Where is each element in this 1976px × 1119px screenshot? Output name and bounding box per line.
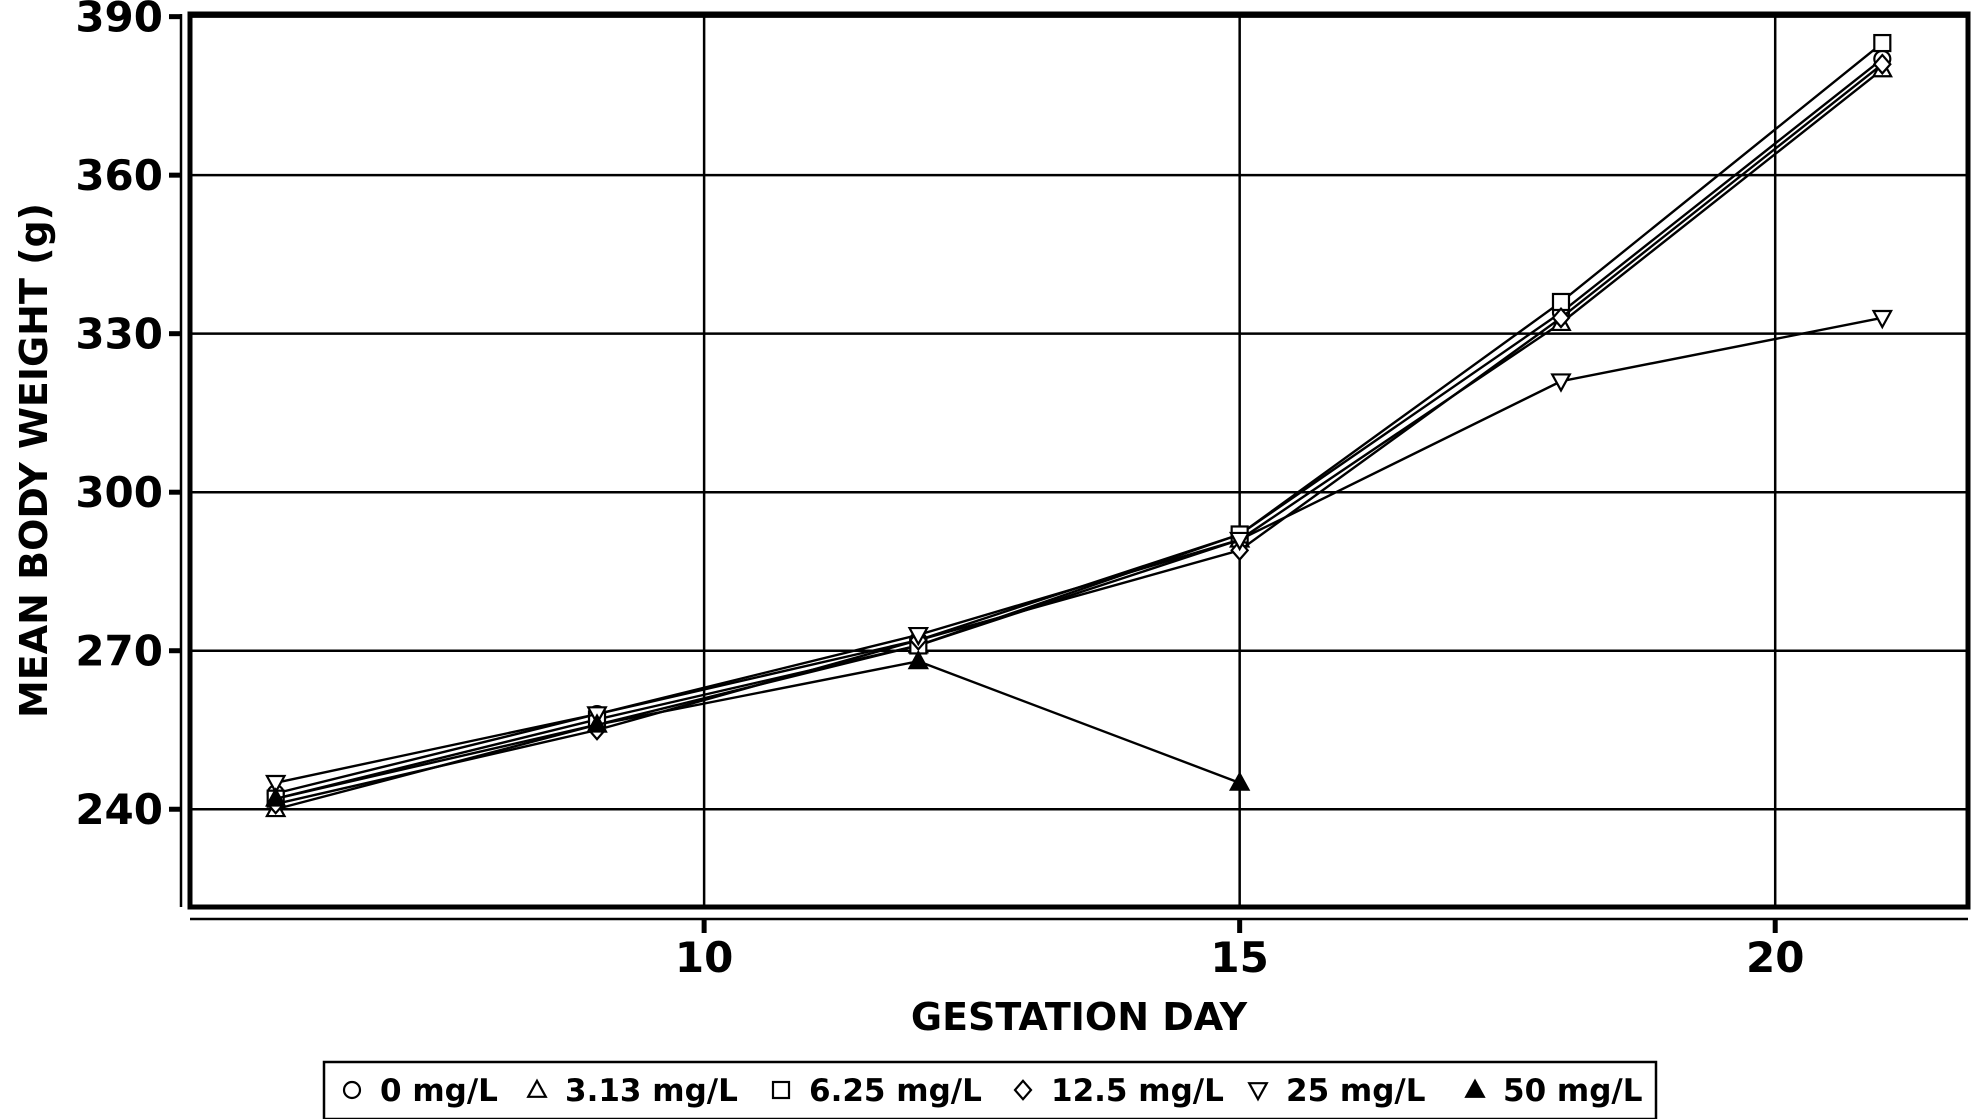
legend-marker: [526, 1078, 548, 1098]
legend-entry: 6.25 mg/L: [771, 1073, 982, 1109]
legend-entry: 0 mg/L: [342, 1073, 498, 1109]
legend-marker: [342, 1080, 362, 1100]
y-tick-label: 240: [75, 785, 163, 834]
x-axis-label: GESTATION DAY: [911, 995, 1248, 1039]
series-6: [265, 649, 1251, 807]
y-tick-label: 270: [75, 627, 163, 676]
legend-box: [322, 1060, 1658, 1119]
data-point: [1229, 531, 1251, 552]
data-point: [1229, 771, 1251, 791]
data-point: [265, 787, 287, 807]
legend: 0 mg/L 3.13 mg/L 6.25 mg/L 12.5 mg/L 25 mg/L…: [322, 1060, 1658, 1119]
x-tick-label: 10: [675, 933, 733, 982]
legend-label: 50 mg/L: [1503, 1073, 1643, 1109]
legend-label: 25 mg/L: [1286, 1073, 1426, 1109]
series-line: [275, 57, 1884, 795]
legend-entry: 12.5 mg/L: [1013, 1073, 1224, 1109]
data-point: [1873, 33, 1892, 53]
y-tick-label: 330: [75, 310, 163, 359]
legend-marker: [1013, 1079, 1033, 1101]
data-point: [265, 774, 287, 795]
series-line: [275, 316, 1883, 784]
data-point: [1872, 53, 1892, 76]
legend-entry: 50 mg/L: [1464, 1073, 1643, 1109]
series-2: [265, 57, 1893, 818]
legend-label: 3.13 mg/L: [565, 1073, 738, 1109]
ticks: 240 270 300 330 360 390 10 15 20: [75, 0, 1804, 982]
series-line: [275, 63, 1884, 806]
legend-marker: [1247, 1082, 1269, 1102]
y-tick-label: 390: [75, 0, 163, 42]
data-point: [907, 626, 929, 647]
legend-marker: [771, 1080, 791, 1100]
series-1: [266, 49, 1892, 803]
series-line: [275, 68, 1884, 811]
axes: [179, 14, 1968, 921]
legend-label: 0 mg/L: [380, 1073, 498, 1109]
data-point: [1871, 309, 1893, 330]
legend-label: 12.5 mg/L: [1051, 1073, 1224, 1109]
series-3: [266, 33, 1892, 808]
x-tick-label: 15: [1210, 933, 1268, 982]
series-layer: [265, 33, 1893, 818]
legend-marker: [1464, 1078, 1486, 1098]
y-tick-label: 300: [75, 468, 163, 517]
data-point: [586, 713, 608, 733]
data-point: [1550, 373, 1572, 393]
data-point: [1551, 306, 1571, 329]
y-axis-label: MEAN BODY WEIGHT (g): [12, 203, 56, 718]
legend-entry: 3.13 mg/L: [526, 1073, 738, 1109]
series-line: [275, 42, 1884, 800]
series-line: [275, 660, 1241, 800]
legend-label: 6.25 mg/L: [809, 1073, 982, 1109]
series-5: [265, 309, 1893, 795]
y-tick-label: 360: [75, 151, 163, 200]
legend-entry: 25 mg/L: [1247, 1073, 1426, 1109]
series-4: [266, 53, 1892, 815]
data-point: [907, 649, 929, 670]
grid: [190, 14, 1968, 907]
x-tick-label: 20: [1746, 933, 1804, 982]
plot-frame: [187, 11, 1971, 910]
